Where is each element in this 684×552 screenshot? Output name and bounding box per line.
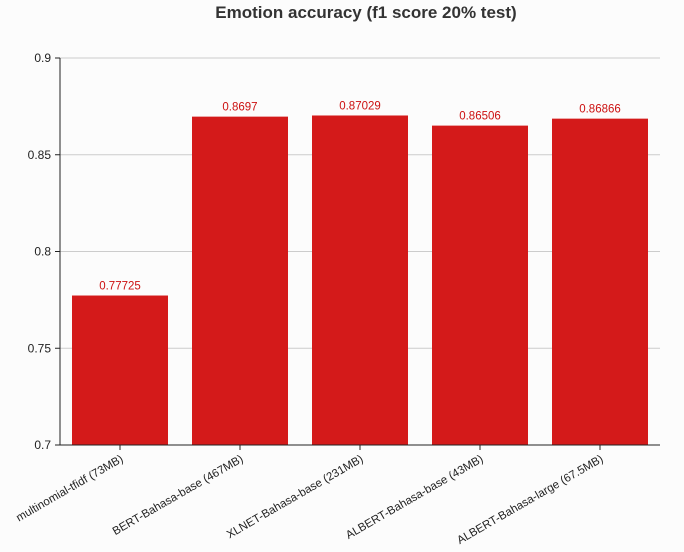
data-label: 0.86506: [459, 111, 501, 123]
data-labels: 0.77725 0.8697 0.87029 0.86506 0.86866: [99, 100, 621, 292]
y-tick-label: 0.7: [34, 438, 51, 452]
data-label: 0.87029: [339, 100, 381, 112]
bar: [192, 116, 288, 446]
bars: [72, 115, 648, 446]
y-tick-label: 0.9: [34, 51, 51, 65]
data-label: 0.77725: [99, 281, 141, 293]
x-tick-label: multinomial-tfidf (73MB): [14, 453, 125, 524]
bar: [72, 295, 168, 445]
y-tick-label: 0.8: [34, 245, 51, 259]
y-tick-label: 0.85: [28, 148, 52, 162]
bar: [552, 118, 648, 446]
y-tick-label: 0.75: [28, 341, 52, 355]
x-tick-label: XLNET-Bahasa-base (231MB): [225, 453, 366, 541]
x-axis: multinomial-tfidf (73MB)BERT-Bahasa-base…: [14, 444, 660, 547]
bar: [312, 115, 408, 445]
bar: [432, 125, 528, 446]
data-label: 0.86866: [579, 104, 621, 116]
chart-title: Emotion accuracy (f1 score 20% test): [215, 3, 516, 22]
x-tick-label: ALBERT-Bahasa-base (43MB): [344, 453, 486, 542]
data-label: 0.8697: [222, 102, 257, 114]
x-tick-label: BERT-Bahasa-base (467MB): [111, 453, 246, 538]
y-axis: 0.7 0.75 0.8 0.85 0.9: [28, 51, 61, 452]
